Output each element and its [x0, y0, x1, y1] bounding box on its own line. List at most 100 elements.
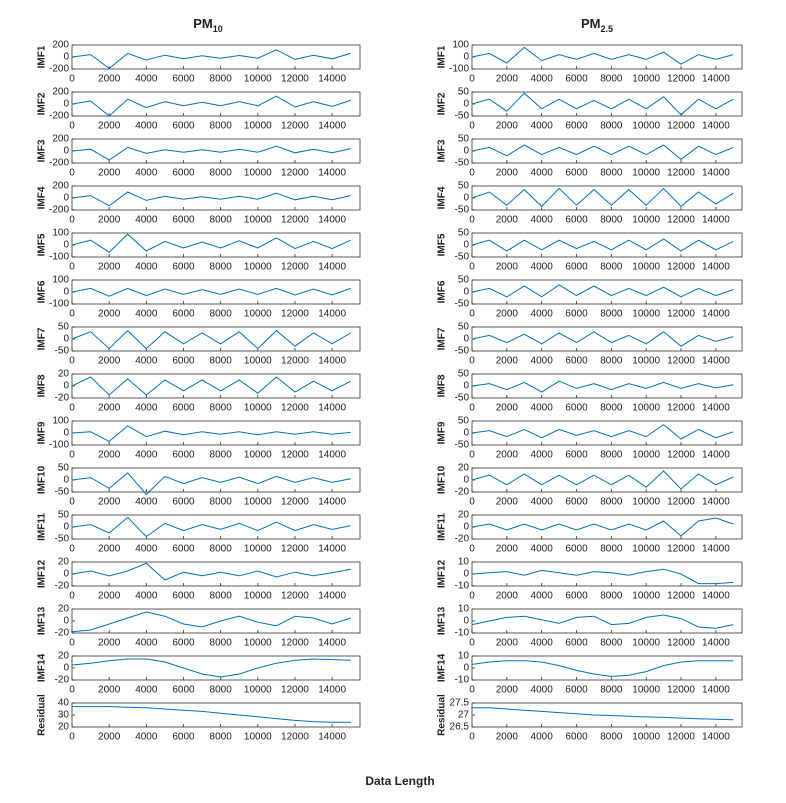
y-axis-label: IMF13: [437, 606, 448, 635]
y-axis-label: IMF10: [37, 465, 48, 494]
axes-box: [71, 326, 361, 352]
x-tick-label: 2000: [98, 356, 121, 367]
x-tick-label: 10000: [244, 591, 272, 602]
y-tick-label: 100: [52, 416, 69, 427]
x-tick-label: 14000: [318, 356, 346, 367]
x-tick-label: 0: [69, 732, 75, 743]
x-tick-label: 0: [469, 403, 475, 414]
y-tick-label: 0: [463, 569, 469, 580]
x-tick-label: 8000: [210, 215, 233, 226]
x-tick-label: 2000: [496, 685, 519, 696]
x-tick-label: 6000: [565, 732, 588, 743]
subplot: 0 2000 4000 6000 8000 10000 12000 14000 26.52727…: [437, 694, 743, 743]
y-tick-label: 0: [63, 569, 69, 580]
y-tick-label: -200: [49, 205, 69, 216]
signal-line: [471, 92, 734, 116]
x-tick-label: 2000: [98, 309, 121, 320]
x-tick-label: 6000: [172, 638, 195, 649]
y-tick-label: -20: [55, 581, 70, 592]
axes-box: [71, 561, 361, 587]
x-tick-label: 8000: [210, 638, 233, 649]
x-tick-label: 14000: [318, 450, 346, 461]
x-tick-label: 2000: [496, 215, 519, 226]
x-tick-label: 10000: [632, 450, 660, 461]
x-tick-label: 6000: [565, 403, 588, 414]
axes-box: [471, 561, 743, 587]
axes-box: [71, 44, 361, 70]
x-tick-label: 14000: [318, 544, 346, 555]
x-tick-label: 12000: [281, 732, 309, 743]
x-tick-label: 14000: [702, 638, 730, 649]
x-tick-label: 14000: [318, 497, 346, 508]
y-tick-label: 20: [58, 604, 70, 615]
y-tick-label: 0: [63, 663, 69, 674]
y-axis-label: IMF9: [37, 421, 48, 444]
x-tick-label: 2000: [98, 74, 121, 85]
x-tick-label: 10000: [632, 685, 660, 696]
x-tick-label: 0: [469, 732, 475, 743]
y-tick-label: 0: [463, 52, 469, 63]
x-tick-label: 10000: [244, 121, 272, 132]
x-tick-label: 2000: [496, 450, 519, 461]
y-tick-label: 100: [52, 228, 69, 239]
y-axis-label: IMF3: [37, 139, 48, 162]
y-axis-label: IMF6: [37, 280, 48, 303]
x-tick-label: 8000: [210, 262, 233, 273]
x-tick-label: 6000: [565, 544, 588, 555]
signal-line: [471, 517, 734, 537]
y-tick-label: 20: [58, 369, 70, 380]
axes-box: [471, 279, 743, 305]
x-tick-label: 2000: [496, 121, 519, 132]
y-tick-label: 0: [63, 193, 69, 204]
signal-line: [71, 191, 351, 207]
x-tick-label: 6000: [565, 497, 588, 508]
x-tick-label: 0: [469, 262, 475, 273]
x-tick-label: 6000: [172, 544, 195, 555]
x-tick-label: 6000: [172, 356, 195, 367]
x-tick-label: 4000: [135, 497, 158, 508]
y-tick-label: 10: [458, 604, 470, 615]
x-tick-label: 2000: [496, 638, 519, 649]
x-tick-label: 0: [469, 168, 475, 179]
axes-box: [71, 467, 361, 493]
x-tick-label: 10000: [632, 497, 660, 508]
axes-box: [471, 608, 743, 634]
y-tick-label: 0: [463, 334, 469, 345]
y-tick-label: 50: [58, 510, 70, 521]
y-axis-label: IMF9: [437, 421, 448, 444]
signal-line: [471, 423, 734, 440]
x-tick-label: 0: [469, 450, 475, 461]
y-tick-label: -50: [455, 346, 470, 357]
x-tick-label: 14000: [318, 638, 346, 649]
signal-line: [471, 331, 734, 347]
y-tick-label: 50: [458, 275, 470, 286]
y-axis-label: IMF13: [37, 606, 48, 635]
axes-box: [471, 514, 743, 540]
x-tick-label: 6000: [172, 403, 195, 414]
x-tick-label: 10000: [244, 215, 272, 226]
x-tick-label: 0: [69, 685, 75, 696]
x-tick-label: 12000: [281, 638, 309, 649]
y-tick-label: 20: [58, 722, 70, 733]
x-tick-label: 10000: [632, 74, 660, 85]
y-axis-label: IMF8: [437, 374, 448, 397]
x-tick-label: 0: [69, 356, 75, 367]
x-tick-label: 14000: [318, 403, 346, 414]
y-tick-label: -20: [455, 487, 470, 498]
x-tick-label: 10000: [632, 638, 660, 649]
x-tick-label: 6000: [172, 591, 195, 602]
y-tick-label: 50: [458, 134, 470, 145]
x-tick-label: 6000: [172, 262, 195, 273]
y-axis-label: IMF7: [437, 327, 448, 350]
subplot: 0 2000 4000 6000 8000 10000 12000 14000-50050IM…: [437, 416, 743, 461]
x-tick-label: 4000: [531, 732, 554, 743]
y-axis-label: IMF2: [437, 92, 448, 115]
x-tick-label: 0: [469, 215, 475, 226]
x-tick-label: 8000: [600, 74, 623, 85]
x-tick-label: 8000: [210, 450, 233, 461]
signal-line: [471, 46, 734, 65]
y-tick-label: 0: [63, 99, 69, 110]
x-tick-label: 2000: [496, 262, 519, 273]
x-tick-label: 2000: [98, 262, 121, 273]
